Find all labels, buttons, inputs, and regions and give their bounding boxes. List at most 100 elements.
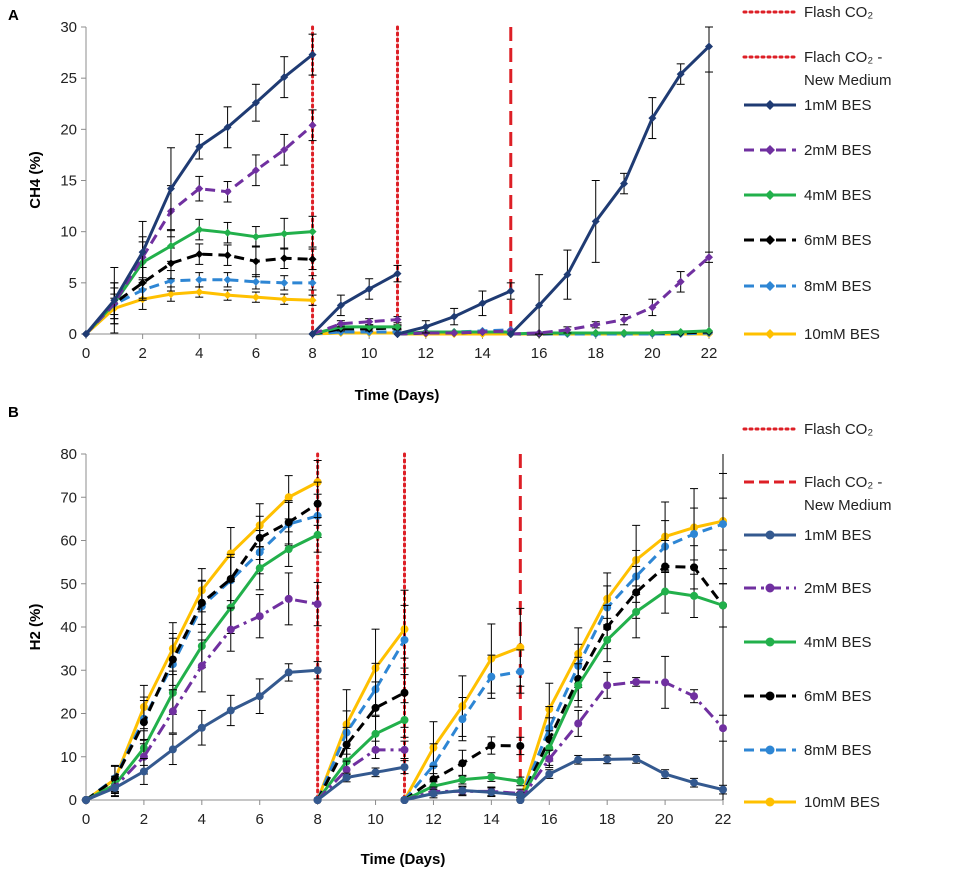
data-point	[574, 719, 583, 728]
data-point	[313, 600, 322, 609]
x-tick-label: 0	[82, 345, 90, 362]
series-line	[316, 765, 405, 802]
y-tick-label: 30	[60, 662, 77, 679]
data-point	[632, 677, 641, 686]
data-point	[110, 296, 119, 305]
data-point	[450, 312, 459, 321]
data-point	[400, 715, 409, 724]
y-axis-label: CH4 (%)	[27, 151, 44, 209]
data-point	[223, 291, 232, 300]
legend-marker	[765, 745, 775, 755]
data-point	[458, 759, 467, 768]
data-point	[308, 121, 317, 130]
x-tick-label: 10	[361, 345, 378, 362]
x-tick-label: 6	[256, 811, 264, 828]
data-point	[342, 765, 351, 774]
y-tick-label: 10	[60, 749, 77, 766]
data-point	[478, 299, 487, 308]
data-point	[563, 325, 572, 334]
x-tick-label: 6	[252, 345, 260, 362]
data-point	[280, 295, 289, 304]
data-point	[223, 123, 232, 132]
data-point	[429, 789, 438, 798]
y-tick-label: 20	[60, 121, 77, 138]
legend-marker	[765, 190, 775, 200]
data-point	[429, 775, 438, 784]
data-point	[620, 179, 629, 188]
legend-label: 6mM BES	[804, 232, 872, 249]
data-point	[365, 284, 374, 293]
data-point	[166, 184, 175, 193]
legend-label: 10mM BES	[804, 326, 880, 343]
series-line	[316, 691, 406, 801]
data-point	[648, 114, 657, 123]
legend-label: 2mM BES	[804, 580, 872, 597]
x-tick-label: 20	[657, 811, 674, 828]
data-point	[313, 796, 322, 804]
data-point	[620, 315, 629, 324]
series-line	[518, 564, 725, 801]
series-line	[316, 639, 406, 801]
data-point	[719, 785, 727, 794]
legend-label: Flach CO₂ - New Medium	[804, 49, 892, 89]
legend-marker	[765, 329, 775, 339]
data-point	[632, 607, 641, 616]
data-point	[487, 788, 496, 797]
data-point	[393, 322, 402, 331]
data-point	[506, 330, 515, 338]
data-point	[308, 278, 317, 287]
y-tick-label: 5	[69, 275, 77, 292]
data-point	[535, 301, 544, 310]
series-line	[519, 757, 724, 802]
legend-marker	[765, 797, 775, 807]
legend-label: 10mM BES	[804, 794, 880, 811]
data-point	[195, 142, 204, 151]
data-point	[516, 741, 525, 750]
y-tick-label: 0	[69, 326, 77, 343]
series-line	[84, 124, 314, 336]
x-tick-label: 10	[367, 811, 384, 828]
data-point	[139, 767, 148, 776]
data-point	[308, 50, 317, 59]
y-tick-label: 40	[60, 619, 77, 636]
data-point	[313, 666, 322, 675]
data-point	[251, 98, 260, 107]
x-tick-label: 22	[715, 811, 732, 828]
series-line	[519, 590, 724, 801]
data-point	[421, 322, 430, 331]
data-point	[487, 672, 496, 681]
y-tick-label: 50	[60, 576, 77, 593]
data-point	[450, 328, 459, 337]
data-point	[506, 287, 515, 296]
data-point	[255, 533, 264, 542]
data-point	[563, 270, 572, 279]
legend-label-line: New Medium	[804, 497, 892, 514]
data-point	[690, 778, 699, 787]
data-point	[400, 745, 409, 754]
data-point	[690, 692, 699, 701]
legend: Flash CO₂ Flach CO₂ - New Medium 1mM BES 2mM…	[742, 421, 892, 811]
legend-label: 8mM BES	[804, 278, 872, 295]
y-tick-label: 10	[60, 224, 77, 241]
x-tick-label: 16	[531, 345, 548, 362]
data-point	[342, 740, 351, 749]
data-point	[280, 229, 289, 238]
data-point	[82, 796, 90, 804]
data-point	[197, 598, 206, 607]
data-point	[139, 718, 148, 727]
data-point	[168, 655, 177, 664]
data-point	[516, 796, 525, 804]
data-point	[429, 761, 438, 770]
data-point	[223, 251, 232, 260]
data-point	[661, 770, 670, 779]
data-point	[284, 594, 293, 603]
data-point	[591, 320, 600, 329]
data-point	[313, 499, 322, 508]
series-line	[518, 522, 724, 801]
y-tick-label: 25	[60, 70, 77, 87]
data-point	[393, 315, 402, 324]
data-point	[308, 330, 317, 338]
legend-marker	[765, 100, 775, 110]
data-point	[458, 786, 467, 795]
data-point	[280, 73, 289, 82]
